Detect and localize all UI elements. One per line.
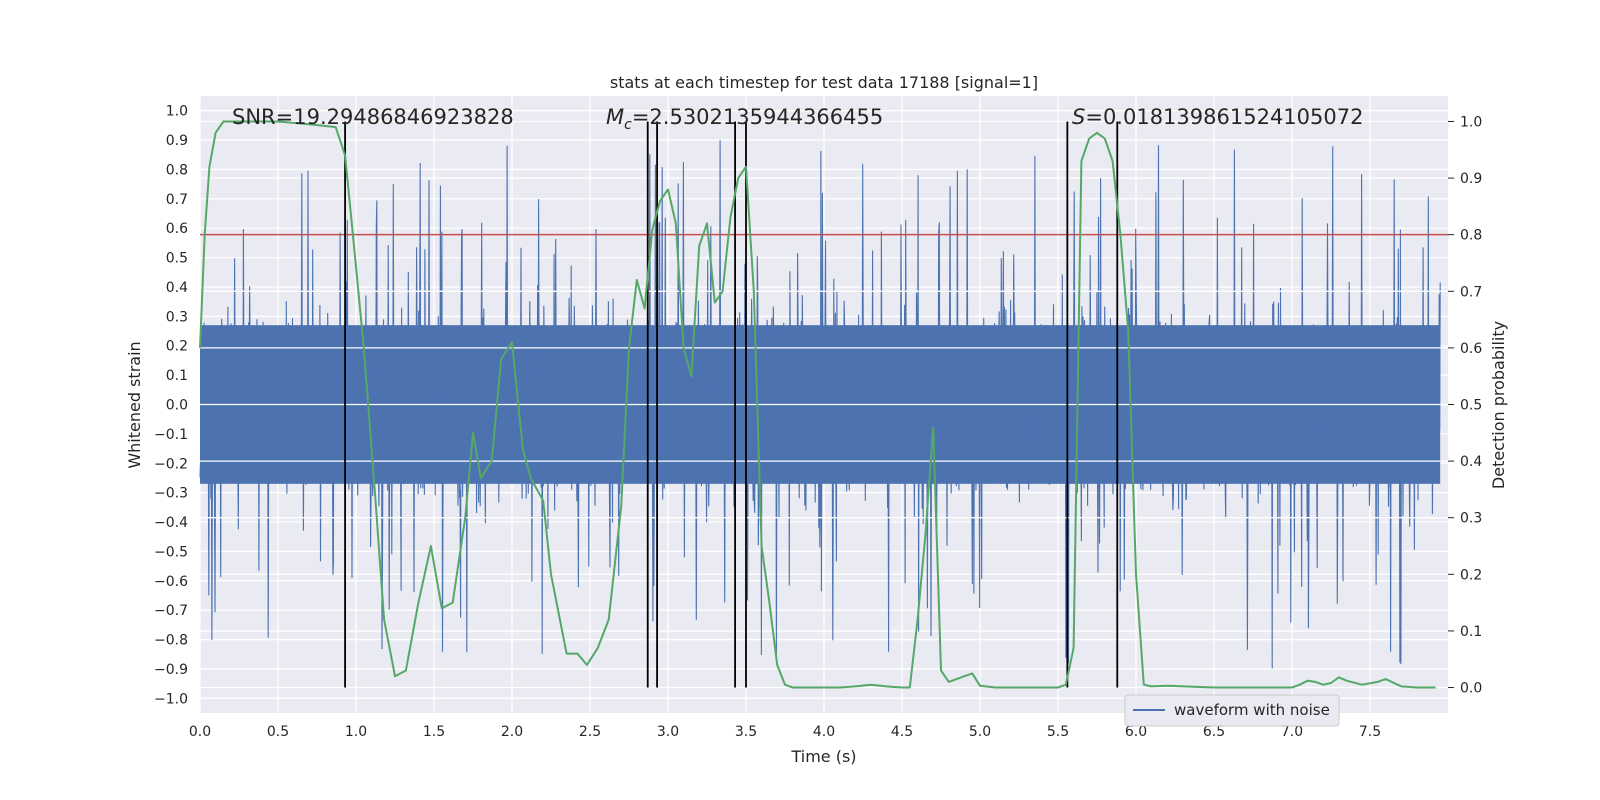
y-tick-label: 0.1 — [166, 368, 188, 384]
legend-box — [1124, 694, 1340, 727]
x-tick-label: 2.5 — [579, 724, 601, 740]
y-tick-label: −0.6 — [154, 574, 188, 590]
y-axis-left: 1.0 0.9 0.8 0.7 0.6 0.5 0.4 0.3 0.2 0.1 0.0 −0.1 −0.… — [154, 104, 188, 708]
y2-tick-label: 0.6 — [1460, 341, 1482, 357]
x-tick-label: 6.5 — [1203, 724, 1225, 740]
x-tick-label: 7.5 — [1359, 724, 1381, 740]
x-tick-label: 0.0 — [189, 724, 211, 740]
y-tick-label: 0.6 — [166, 221, 188, 237]
y2-tick-label: 0.9 — [1460, 171, 1482, 187]
x-tick-label: 2.0 — [501, 724, 523, 740]
y-tick-label: −0.3 — [154, 486, 188, 502]
x-tick-label: 3.0 — [657, 724, 679, 740]
y-tick-label: 0.8 — [166, 162, 188, 178]
x-tick-label: 5.5 — [1047, 724, 1069, 740]
x-tick-label: 4.5 — [891, 724, 913, 740]
x-tick-label: 1.5 — [423, 724, 445, 740]
y-tick-label: −1.0 — [154, 691, 188, 707]
y2-tick-label: 0.2 — [1460, 567, 1482, 583]
x-tick-label: 5.0 — [969, 724, 991, 740]
x-tick-label: 4.0 — [813, 724, 835, 740]
y-tick-label: 1.0 — [166, 104, 188, 120]
s-annotation: S=0.018139861524105072 — [1072, 105, 1363, 129]
x-tick-label: 6.0 — [1125, 724, 1147, 740]
y-tick-label: −0.1 — [154, 427, 188, 443]
legend: waveform with noise — [1124, 694, 1340, 727]
y2-tick-label: 0.0 — [1460, 681, 1482, 697]
y-tick-label: −0.8 — [154, 633, 188, 649]
y-tick-label: 0.9 — [166, 133, 188, 149]
detection-probability-line — [199, 120, 1436, 689]
y-tick-label: −0.7 — [154, 603, 188, 619]
snr-annotation: SNR=19.29486846923828 — [232, 105, 514, 129]
legend-label: waveform with noise — [1174, 701, 1330, 719]
x-tick-label: 1.0 — [345, 724, 367, 740]
y-tick-label: 0.2 — [166, 339, 188, 355]
y-tick-label: 0.3 — [166, 309, 188, 325]
y-tick-label: 0.0 — [166, 398, 188, 414]
y-tick-label: 0.4 — [166, 280, 188, 296]
x-tick-label: 3.5 — [735, 724, 757, 740]
chirp-mass-annotation: Mc=2.5302135944366455 — [606, 105, 883, 133]
y2-tick-label: 0.7 — [1460, 284, 1482, 300]
y2-tick-label: 1.0 — [1460, 114, 1482, 130]
y-tick-label: −0.4 — [154, 515, 188, 531]
y-axis-label: Whitened strain — [125, 341, 144, 468]
x-tick-label: 7.0 — [1281, 724, 1303, 740]
overlay-lines — [199, 120, 1448, 689]
y-tick-label: 0.5 — [166, 251, 188, 267]
y-tick-label: −0.2 — [154, 456, 188, 472]
y-tick-label: −0.9 — [154, 662, 188, 678]
x-tick-label: 0.5 — [267, 724, 289, 740]
x-axis: 0.0 0.5 1.0 1.5 2.0 2.5 3.0 3.5 4.0 4.5 5.0 5.5 6.0 6… — [189, 724, 1381, 740]
y-axis-right: 1.0 0.9 0.8 0.7 0.6 0.5 0.4 0.3 0.2 0.1 0.0 — [1448, 114, 1482, 697]
y2-tick-label: 0.5 — [1460, 398, 1482, 414]
x-axis-label: Time (s) — [790, 747, 856, 766]
chart-title: stats at each timestep for test data 171… — [610, 73, 1038, 92]
y2-tick-label: 0.4 — [1460, 454, 1482, 470]
y2-tick-label: 0.1 — [1460, 624, 1482, 640]
waveform-with-noise-series — [199, 140, 1448, 669]
y2-tick-label: 0.3 — [1460, 511, 1482, 527]
y2-tick-label: 0.8 — [1460, 228, 1482, 244]
y-tick-label: −0.5 — [154, 544, 188, 560]
y2-axis-label: Detection probability — [1489, 321, 1508, 489]
y-tick-label: 0.7 — [166, 192, 188, 208]
